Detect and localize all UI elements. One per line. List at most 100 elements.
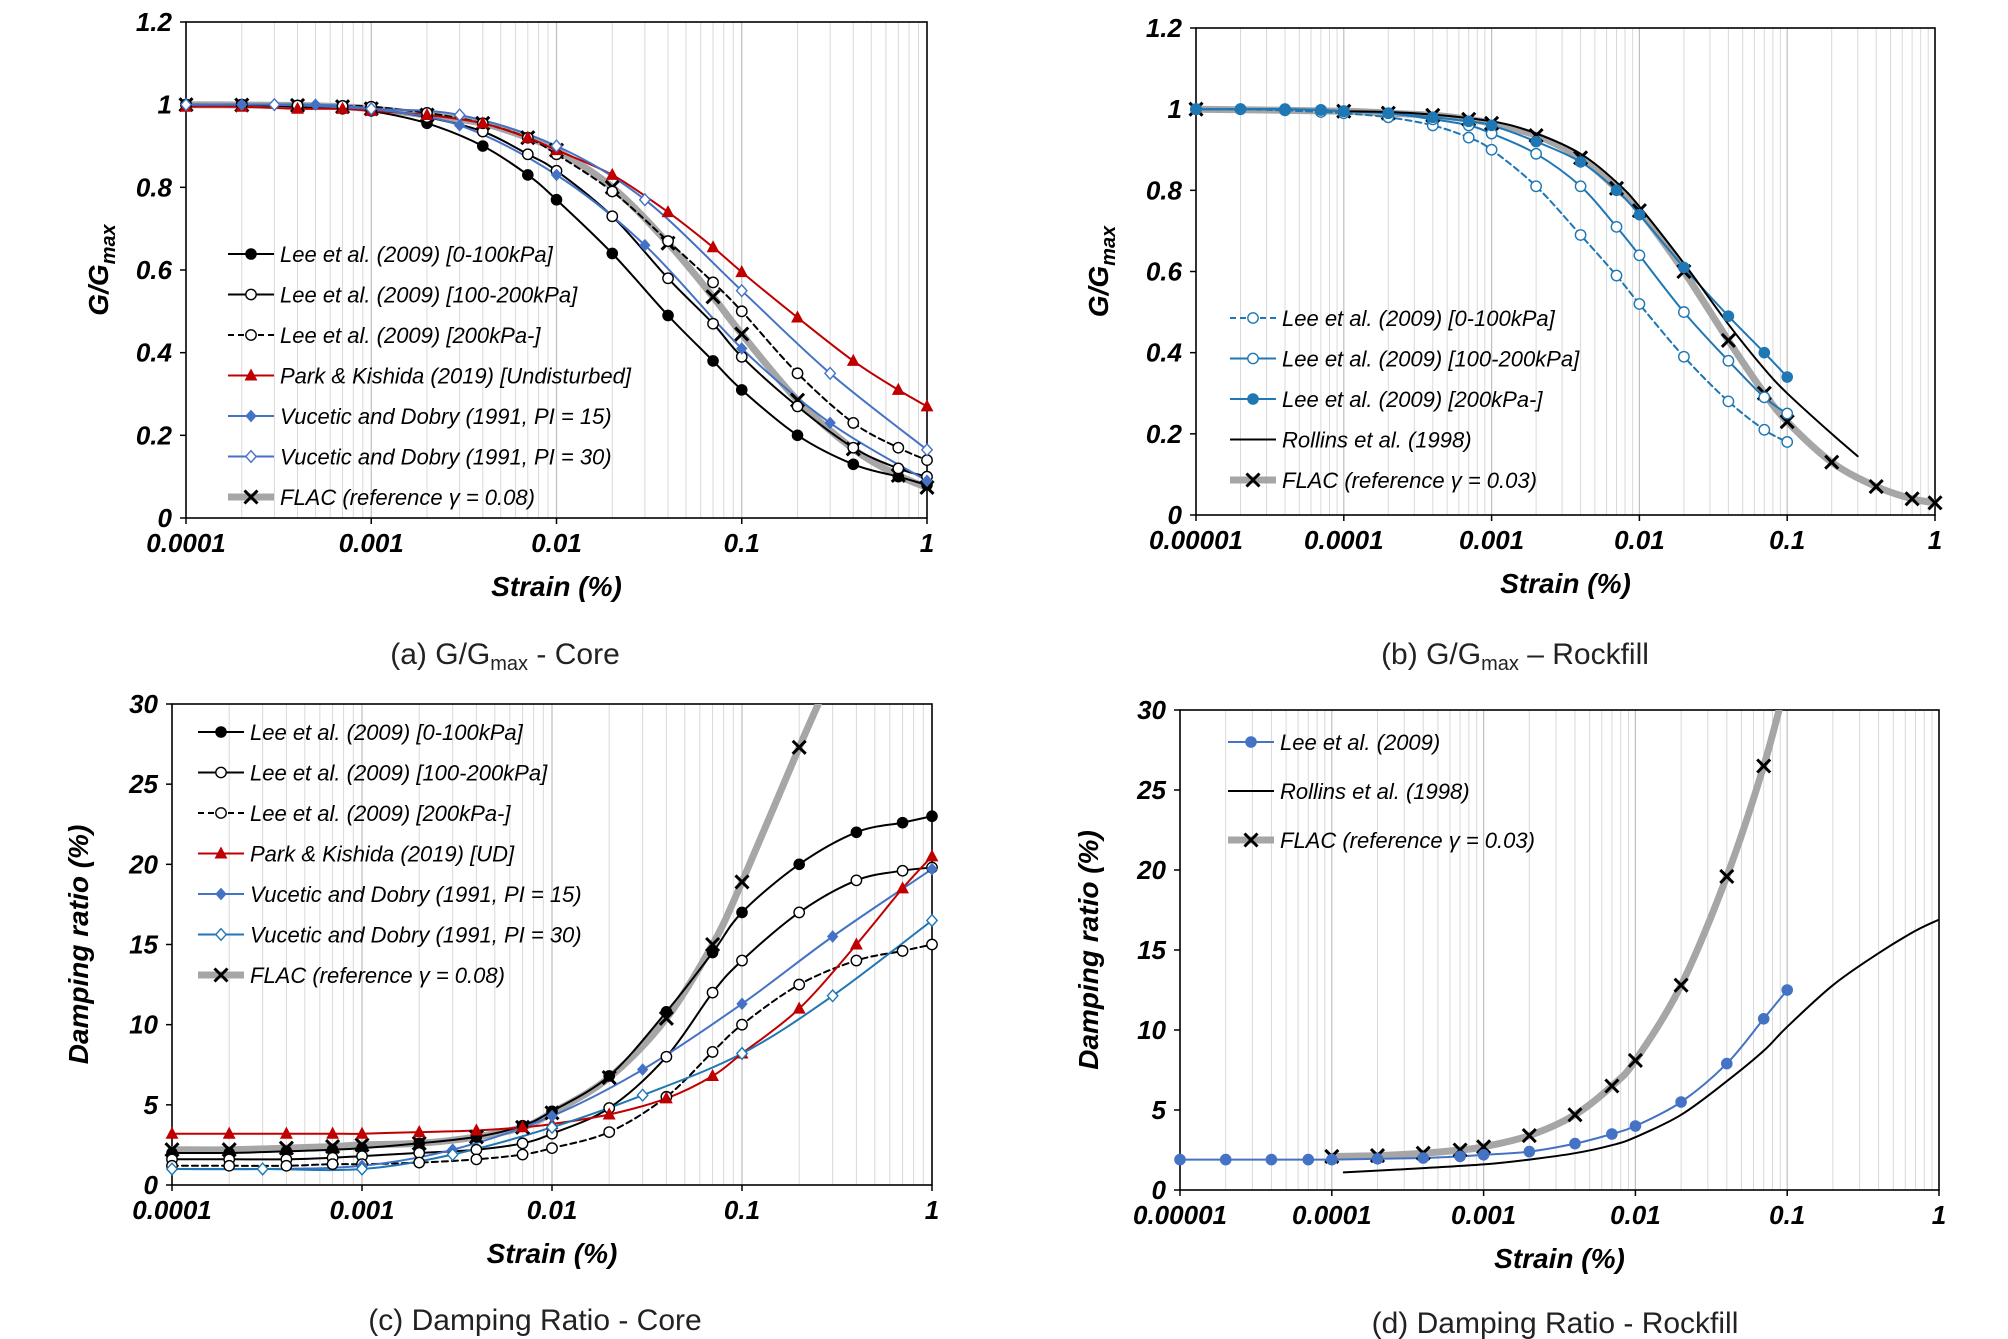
data-point [791,400,804,413]
data-point [792,1001,806,1014]
y-axis-label: Damping ratio (%) [63,825,94,1065]
data-point [550,139,563,153]
data-point [1338,105,1350,117]
data-point [1326,1153,1338,1166]
x-tick-label: 0.0001 [132,1195,212,1225]
data-point [1530,180,1542,193]
data-point [850,826,863,839]
legend-marker [1243,832,1259,848]
data-point [1758,346,1771,359]
data-point [824,416,836,430]
x-tick-label: 0.01 [531,528,582,558]
data-point [735,305,748,318]
x-tick-label: 0.1 [1769,1200,1805,1230]
data-point [826,930,839,943]
data-point [222,1126,236,1139]
legend-marker [215,766,227,779]
legend-label: Vucetic and Dobry (1991, PI = 15) [250,882,582,907]
data-point [365,101,378,116]
data-point [1574,156,1587,168]
data-point [1574,229,1587,241]
data-point [846,353,860,366]
data-point [1758,423,1771,436]
data-point [734,874,750,890]
legend-label: FLAC (reference γ = 0.08) [250,963,505,988]
legend-label: Park & Kishida (2019) [Undisturbed] [280,364,632,389]
legend-label: Rollins et al. (1998) [1280,779,1470,804]
data-point [793,978,806,991]
data-point [470,1153,483,1166]
data-point [1781,436,1794,448]
y-axis-label: G/Gmax [1083,225,1120,317]
chart-panel-4: 0.00001 0.0001 0.001 0.01 0.1 1051015202530St… [1073,695,1946,1339]
legend-marker [215,887,227,901]
data-point [1315,104,1327,116]
y-tick-label: 0.4 [136,338,173,368]
y-tick-label: 0.4 [1146,338,1183,368]
x-tick-label: 0.1 [1769,525,1805,555]
y-tick-label: 10 [129,1010,158,1040]
y-tick-label: 0.2 [1146,419,1183,449]
data-point [516,1137,529,1150]
data-point [256,1162,269,1176]
vertical-gridlines [228,704,924,1185]
vertical-gridlines [1225,710,1933,1190]
x-tick-label: 1 [925,1195,939,1225]
legend-marker [215,726,227,738]
data-point [925,849,939,862]
data-point [545,1120,559,1135]
data-point [1174,1153,1186,1166]
legend: Lee et al. (2009) Rollins et al. (1998) FL… [1228,730,1535,853]
legend-marker [215,807,227,819]
y-tick-label: 0 [1168,500,1183,530]
data-point [1677,306,1690,318]
y-tick-label: 0.6 [136,255,173,285]
data-point [660,1006,673,1018]
legend-label: Park & Kishida (2019) [UD] [250,842,515,867]
data-point [309,98,322,112]
data-point [521,148,534,161]
data-point [1610,184,1623,197]
data-point [1633,208,1646,221]
data-point [476,140,489,152]
data-point [735,384,748,396]
data-point [420,107,434,120]
data-point [793,858,805,871]
data-point [707,276,719,289]
data-point [896,864,909,877]
data-point [1382,107,1395,120]
x-tick-label: 1 [1928,525,1942,555]
data-point [1677,350,1690,363]
data-point [896,816,909,829]
data-point [522,169,534,181]
data-point [1279,103,1291,115]
x-tick-label: 1 [920,528,934,558]
data-point [355,1162,369,1176]
data-point [659,1091,673,1104]
legend-label: Lee et al. (2009) [100-200kPa] [250,761,548,786]
y-tick-label: 25 [1136,775,1166,805]
y-tick-label: 20 [1136,855,1166,885]
data-point [791,310,804,323]
data-point [446,1147,459,1162]
data-point [823,366,837,381]
data-point [736,342,748,355]
data-point [791,429,804,442]
data-point [165,1126,179,1139]
data-point [1477,1149,1490,1161]
legend-label: Vucetic and Dobry (1991, PI = 15) [280,404,612,429]
data-point [1722,354,1735,367]
data-point [639,238,651,252]
x-tick-label: 0.01 [527,1195,578,1225]
legend-label: Lee et al. (2009) [100-200kPa] [280,283,578,308]
data-point [1530,135,1542,148]
y-tick-label: 5 [144,1090,159,1120]
data-point [707,317,719,330]
legend-label: FLAC (reference γ = 0.08) [280,485,535,510]
y-tick-label: 30 [129,689,158,719]
chart-caption: (d) Damping Ratio - Rockfill [1372,1307,1739,1339]
legend-marker [245,329,257,341]
data-point [223,1159,236,1172]
y-tick-label: 0 [1152,1175,1167,1205]
data-point [706,1068,720,1081]
